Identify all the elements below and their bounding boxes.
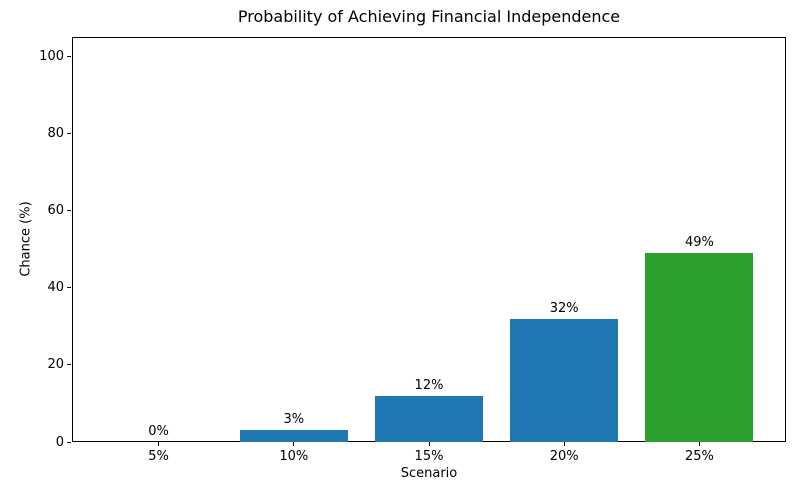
x-tick-mark	[158, 442, 160, 446]
chart-title: Probability of Achieving Financial Indep…	[237, 7, 621, 26]
y-tick-label: 0	[55, 434, 64, 450]
y-tick-mark	[67, 364, 71, 366]
x-tick-mark	[698, 442, 700, 446]
y-tick-mark	[67, 287, 71, 289]
x-tick-mark	[563, 442, 565, 446]
y-tick-mark	[67, 55, 71, 57]
bar-value-label: 0%	[148, 424, 169, 439]
x-tick-label: 5%	[148, 449, 169, 464]
y-tick-label: 80	[47, 125, 64, 141]
x-axis-label: Scenario	[400, 466, 458, 481]
x-tick-mark	[293, 442, 295, 446]
y-tick-label: 40	[47, 280, 64, 296]
x-tick-label: 15%	[414, 449, 444, 464]
x-tick-label: 20%	[549, 449, 579, 464]
bar-value-label: 32%	[549, 300, 579, 316]
bar-value-label: 3%	[283, 412, 305, 428]
x-tick-label: 10%	[279, 449, 309, 464]
bar-value-label: 12%	[414, 377, 444, 393]
bar-value-label: 49%	[685, 235, 714, 250]
x-tick-mark	[428, 442, 430, 446]
bar	[510, 318, 619, 442]
bar	[375, 395, 483, 442]
y-tick-label: 60	[47, 203, 64, 219]
y-tick-mark	[67, 210, 71, 212]
bar	[645, 253, 754, 442]
y-tick-mark	[67, 132, 71, 134]
x-tick-label: 25%	[685, 449, 714, 464]
y-tick-label: 100	[39, 48, 64, 64]
bar	[239, 430, 348, 442]
y-tick-mark	[67, 441, 71, 443]
y-tick-label: 20	[47, 357, 64, 373]
